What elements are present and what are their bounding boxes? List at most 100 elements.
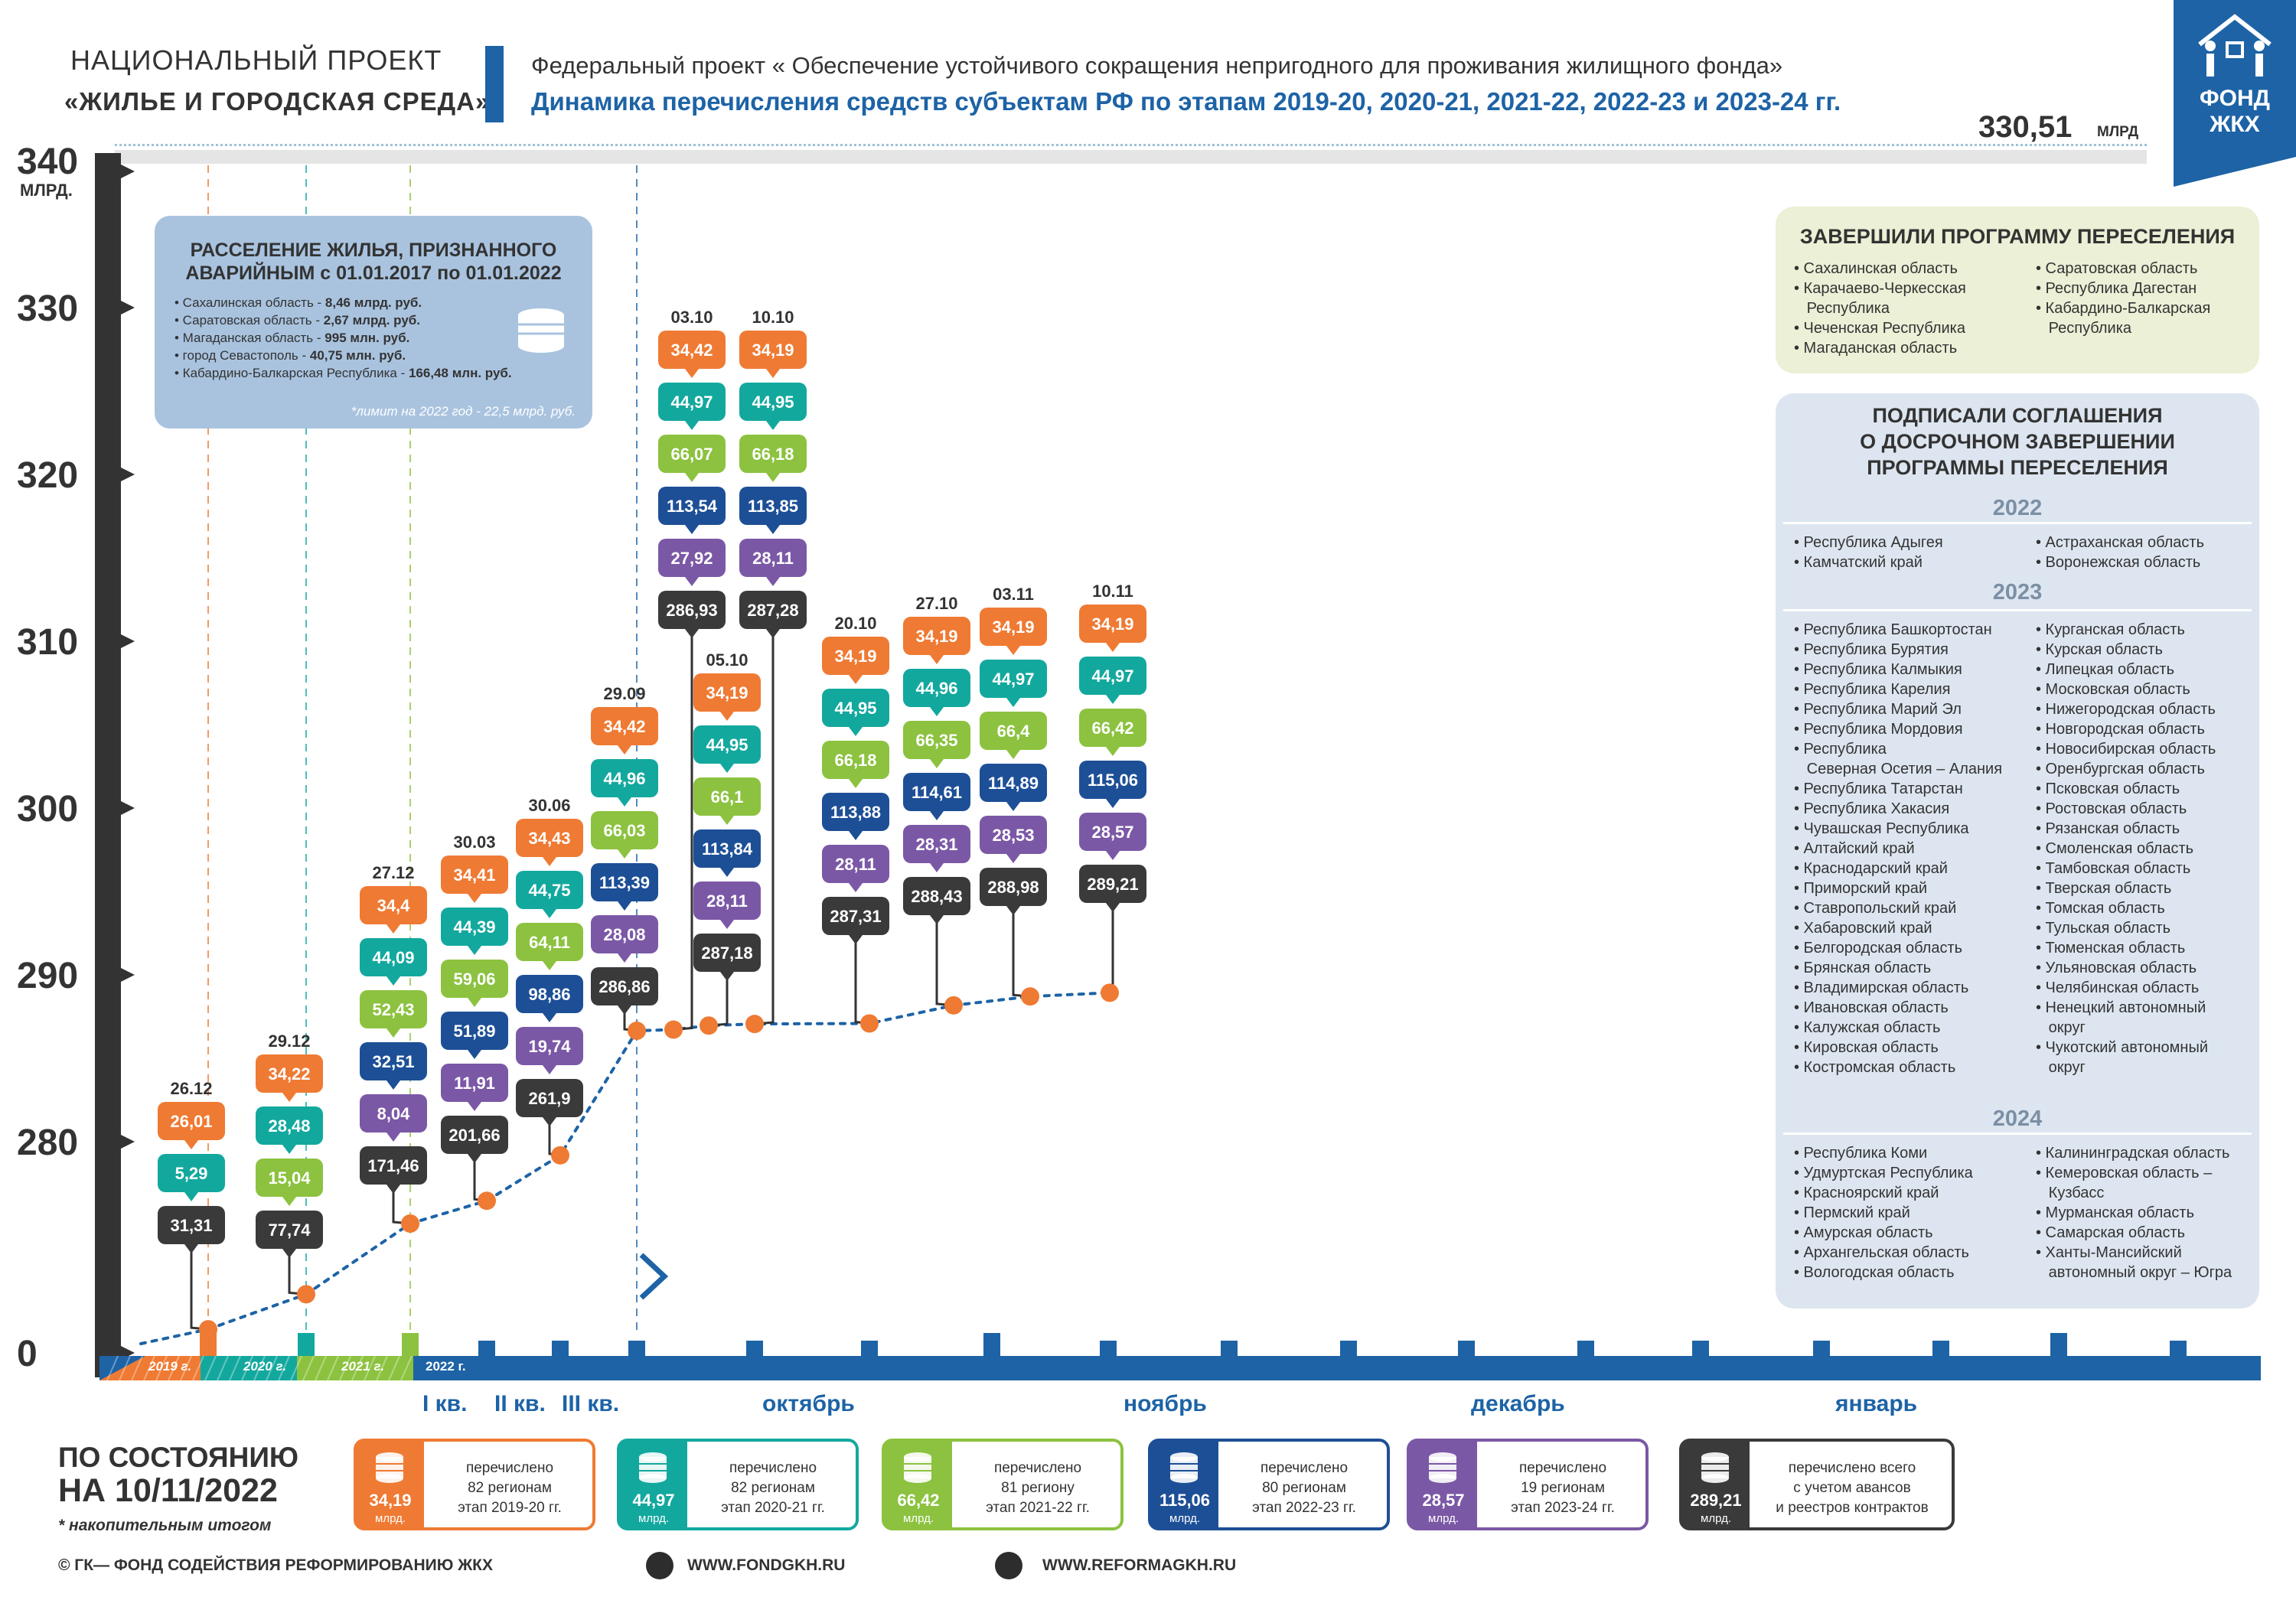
pill-pointer xyxy=(618,1005,631,1015)
list-item: • Рязанская область xyxy=(2036,820,2180,837)
hatch-line xyxy=(364,1355,376,1381)
value-label: 113,85 xyxy=(748,497,798,516)
legend-item: 28,57 млрд. перечислено 19 регионам этап 202… xyxy=(1407,1439,1649,1530)
pill-pointer xyxy=(618,849,631,859)
data-column: 03.11 34,19 44,97 66,4 114,89 28,53 288,98 xyxy=(980,585,1047,1006)
list-item: • Алтайский край xyxy=(1794,840,1915,857)
total-value: 330,51 xyxy=(1978,110,2073,144)
value-label: 113,39 xyxy=(599,873,650,892)
legend-value: 66,42 xyxy=(897,1491,940,1510)
list-item: • Красноярский край xyxy=(1794,1185,1939,1201)
quarter-label-2: II кв. xyxy=(494,1391,546,1416)
list-item: • Самарская область xyxy=(2036,1224,2186,1241)
list-item: • Ставропольский край xyxy=(1794,900,1957,917)
value-label: 34,19 xyxy=(752,341,794,360)
list-item: • Республика Мордовия xyxy=(1794,721,1963,738)
pill-pointer xyxy=(766,577,780,586)
pill-pointer xyxy=(930,811,944,820)
value-pill xyxy=(980,660,1047,698)
legend-unit: млрд. xyxy=(1701,1512,1731,1525)
value-label: 27,92 xyxy=(670,549,713,568)
legend-item: 34,19 млрд. перечислено 82 регионам этап 201… xyxy=(354,1439,595,1530)
data-column: 10.11 34,19 44,97 66,42 115,06 28,57 289,21 xyxy=(1079,582,1146,1002)
pill-pointer xyxy=(1006,698,1020,707)
list-item: • Нижегородская область xyxy=(2036,701,2216,718)
value-label: 28,11 xyxy=(835,855,876,874)
value-label: 34,19 xyxy=(992,618,1034,637)
list-item: • Брянская область xyxy=(1794,960,1932,976)
date-label: 05.10 xyxy=(706,650,748,670)
pill-pointer xyxy=(386,1028,400,1038)
y-axis-unit: МЛРД. xyxy=(20,181,73,200)
cumulative-dot xyxy=(478,1191,496,1211)
list-item: • Карачаево-Черкесская xyxy=(1794,280,1966,297)
pill-pointer xyxy=(849,883,863,892)
list-item: Республика xyxy=(2036,320,2132,337)
pill-pointer xyxy=(930,915,944,924)
pill-pointer xyxy=(543,857,556,866)
value-label: 34,19 xyxy=(706,683,748,702)
timeline-tick xyxy=(861,1341,878,1356)
value-pill xyxy=(658,331,726,369)
value-pill xyxy=(1079,709,1146,747)
value-pill xyxy=(360,1146,427,1185)
quarter-label-3: III кв. xyxy=(562,1391,620,1416)
value-label: 34,42 xyxy=(603,717,645,736)
period-label-2022: 2022 г. xyxy=(426,1359,466,1374)
legend-item: 289,21 млрд. перечислено всего с учетом ава… xyxy=(1679,1439,1955,1530)
value-label: 98,86 xyxy=(528,985,570,1004)
value-label: 26,01 xyxy=(170,1112,212,1131)
value-label: 288,98 xyxy=(987,878,1039,897)
legend-line: с учетом авансов xyxy=(1793,1480,1911,1496)
website-link-1[interactable]: WWW.FONDGKH.RU xyxy=(687,1556,846,1574)
value-pill xyxy=(822,793,889,831)
date-label: 27.12 xyxy=(372,863,414,882)
pill-pointer xyxy=(618,953,631,963)
value-pill xyxy=(693,934,761,972)
legend-line: перечислено xyxy=(993,1460,1082,1476)
value-label: 171,46 xyxy=(367,1156,419,1175)
value-pill xyxy=(256,1106,323,1145)
y-tick xyxy=(104,156,135,187)
pill-pointer xyxy=(618,797,631,807)
value-pill xyxy=(739,487,807,525)
pill-pointer xyxy=(1106,903,1120,912)
value-label: 113,88 xyxy=(830,803,881,822)
value-pill xyxy=(739,383,807,421)
value-label: 8,04 xyxy=(377,1104,411,1123)
fund-logo[interactable]: ФОНД ЖКХ xyxy=(2174,0,2296,187)
timeline-tick xyxy=(1577,1341,1594,1356)
data-column: 29.12 34,22 28,48 15,04 77,74 xyxy=(256,1031,323,1304)
legend-text: перечислено 19 регионам этап 2023-24 гг. xyxy=(1486,1458,1639,1518)
legend-line: перечислено xyxy=(729,1460,817,1476)
value-label: 66,4 xyxy=(997,722,1031,741)
pill-pointer xyxy=(1006,854,1020,863)
list-item: • Кабардино-Балкарская Республика - 166,… xyxy=(174,364,512,382)
list-item: • Краснодарский край xyxy=(1794,860,1948,877)
value-pill xyxy=(158,1102,225,1140)
hatch-line xyxy=(192,1355,204,1381)
hatch-line xyxy=(339,1355,351,1381)
list-2023-left: • Республика Башкортостан • Республика Бу… xyxy=(1794,620,2002,1077)
coins-icon xyxy=(1429,1452,1456,1483)
value-pill xyxy=(591,967,658,1005)
top-rule xyxy=(115,150,2147,164)
info-box-title-1: РАССЕЛЕНИЕ ЖИЛЬЯ, ПРИЗНАННОГО xyxy=(190,240,557,261)
value-label: 288,43 xyxy=(911,887,962,906)
region-value: 8,46 млрд. руб. xyxy=(325,295,422,310)
website-link-2[interactable]: WWW.REFORMAGKH.RU xyxy=(1042,1556,1237,1574)
value-label: 28,48 xyxy=(268,1116,310,1136)
agreements-title-1: ПОДПИСАЛИ СОГЛАШЕНИЯ xyxy=(1872,404,2163,427)
top-dotted-rule xyxy=(115,144,2147,146)
cumulative-dot xyxy=(551,1146,569,1165)
region-value: 40,75 млн. руб. xyxy=(309,348,406,363)
agreements-title-2: О ДОСРОЧНОМ ЗАВЕРШЕНИИ xyxy=(1860,430,2175,453)
total-unit: МЛРД xyxy=(2097,124,2139,140)
y-tick-label: 340 xyxy=(17,142,79,182)
list-2024-left: • Республика Коми • Удмуртская Республика… xyxy=(1794,1143,1973,1282)
value-pill xyxy=(591,915,658,953)
timeline-tick xyxy=(402,1333,419,1356)
hatch-line xyxy=(204,1355,217,1381)
value-label: 113,84 xyxy=(702,839,753,859)
value-pill xyxy=(158,1154,225,1192)
